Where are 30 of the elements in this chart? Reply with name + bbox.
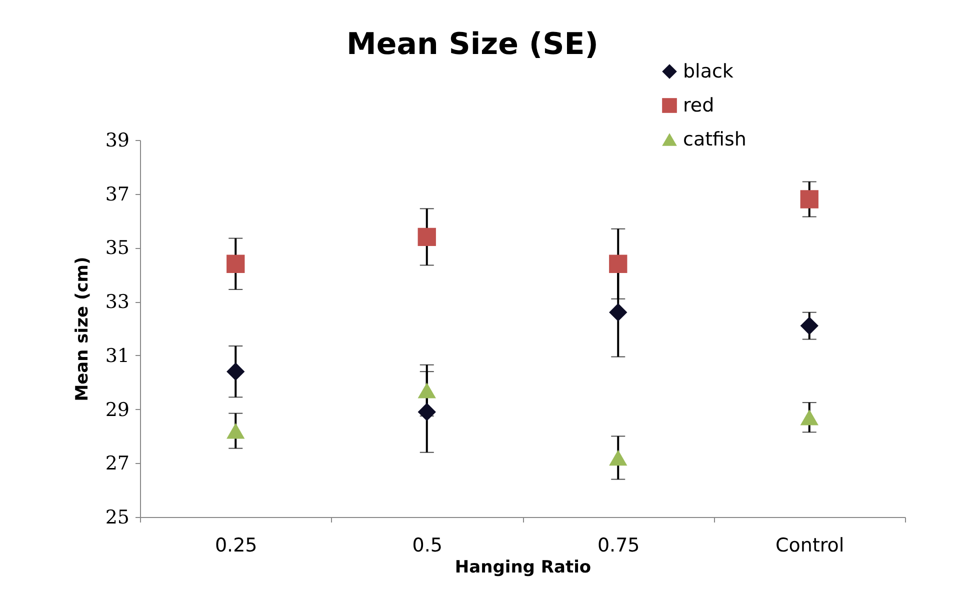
point	[609, 254, 628, 273]
point	[609, 303, 628, 322]
x-tick-label: 0.75	[597, 534, 640, 556]
point	[609, 450, 628, 466]
y-tick-label: 31	[105, 344, 130, 367]
y-tick-label: 37	[105, 183, 130, 206]
point	[418, 402, 436, 422]
y-tick-label: 29	[105, 398, 130, 421]
y-tick-label: 39	[105, 130, 130, 152]
y-tick-label: 33	[105, 291, 130, 314]
x-tick-label: 0.5	[412, 534, 442, 556]
y-tick-label: 35	[105, 237, 130, 260]
point	[800, 190, 818, 208]
point	[800, 410, 818, 426]
y-tick-label: 25	[105, 506, 130, 528]
chart-title: Mean Size (SE)	[346, 27, 598, 62]
x-tick-label: 0.25	[214, 534, 258, 556]
point	[800, 316, 818, 335]
legend-label: red	[683, 94, 714, 116]
point	[226, 422, 245, 439]
x-tick-label: Control	[776, 534, 844, 556]
y-tick-label: 27	[105, 452, 130, 475]
legend-label: catfish	[683, 128, 746, 150]
y-axis-title: Mean size (cm)	[72, 256, 92, 402]
legend-label: black	[683, 60, 734, 82]
point	[226, 362, 245, 381]
x-axis-title: Hanging Ratio	[454, 558, 592, 578]
point	[418, 382, 436, 398]
point	[418, 228, 436, 246]
point	[226, 254, 245, 273]
